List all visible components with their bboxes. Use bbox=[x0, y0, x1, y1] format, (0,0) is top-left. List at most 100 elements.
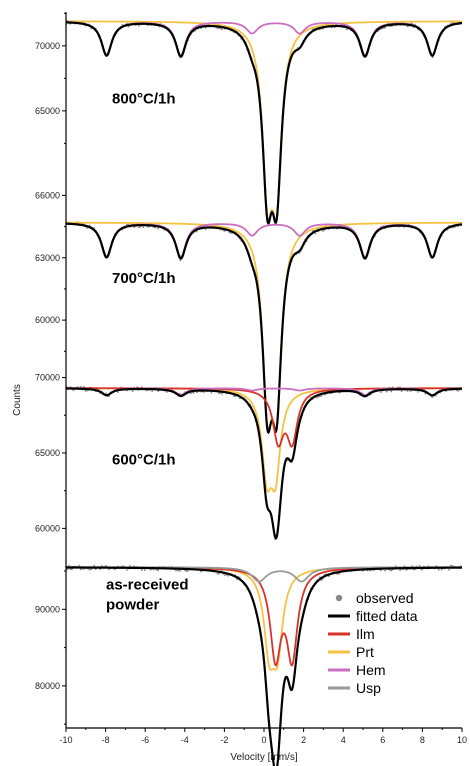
observed-point bbox=[131, 390, 134, 393]
y-tick-label: 80000 bbox=[35, 681, 60, 691]
observed-point bbox=[179, 569, 182, 572]
observed-point bbox=[210, 391, 213, 394]
panel-label: 700°C/1h bbox=[112, 270, 176, 287]
observed-points bbox=[65, 19, 462, 224]
observed-point bbox=[105, 564, 107, 567]
observed-point bbox=[186, 570, 189, 572]
observed-point bbox=[125, 569, 128, 571]
observed-point bbox=[93, 564, 96, 567]
x-tick-label: 4 bbox=[341, 735, 346, 745]
legend-label: Usp bbox=[356, 680, 381, 696]
observed-point bbox=[78, 564, 81, 567]
legend-entry-usp: Usp bbox=[328, 680, 381, 696]
observed-point bbox=[314, 232, 317, 235]
panel-1: 800°C/1h bbox=[65, 19, 463, 226]
observed-point bbox=[345, 28, 348, 31]
x-tick-label: -2 bbox=[220, 735, 228, 745]
observed-point bbox=[142, 226, 145, 229]
observed-point bbox=[195, 230, 198, 233]
observed-point bbox=[320, 394, 323, 397]
observed-point bbox=[204, 228, 207, 231]
panel-4: as-received powder bbox=[65, 564, 462, 766]
observed-point bbox=[72, 389, 75, 392]
observed-point bbox=[228, 231, 231, 234]
observed-point bbox=[82, 385, 85, 388]
observed-point bbox=[221, 392, 223, 395]
observed-point bbox=[451, 22, 453, 24]
observed-point bbox=[322, 230, 324, 232]
panel-label: 600°C/1h bbox=[112, 451, 176, 468]
observed-point bbox=[195, 391, 198, 394]
observed-point bbox=[232, 395, 235, 398]
observed-point bbox=[177, 569, 180, 572]
observed-point bbox=[105, 392, 107, 395]
observed-point bbox=[219, 27, 222, 30]
legend-entry-fitted-data: fitted data bbox=[328, 608, 418, 624]
observed-point bbox=[200, 570, 203, 573]
series-ilm-line bbox=[66, 387, 462, 448]
observed-point bbox=[100, 564, 103, 567]
legend-label: fitted data bbox=[356, 608, 418, 624]
observed-point bbox=[157, 390, 159, 393]
observed-point bbox=[189, 392, 192, 395]
observed-point bbox=[399, 569, 402, 572]
observed-point bbox=[127, 25, 130, 28]
y-tick-label: 65000 bbox=[35, 448, 60, 458]
spectra-panels: 800°C/1h 700°C/1h 600°C/1h as-received powde… bbox=[65, 19, 463, 766]
observed-point bbox=[185, 570, 188, 573]
observed-point bbox=[68, 564, 70, 567]
observed-point bbox=[379, 569, 382, 572]
series-prt-line bbox=[66, 20, 462, 223]
y-tick-label: 65000 bbox=[35, 106, 60, 116]
x-axis-title: Velocity [mm/s] bbox=[230, 752, 297, 763]
observed-points bbox=[65, 221, 462, 432]
observed-point bbox=[117, 391, 119, 394]
observed-point bbox=[99, 568, 102, 571]
x-tick-label: -4 bbox=[181, 735, 189, 745]
observed-point bbox=[157, 227, 159, 230]
observed-point bbox=[79, 568, 82, 571]
y-tick-label: 60000 bbox=[35, 523, 60, 533]
observed-point bbox=[85, 389, 88, 392]
observed-point bbox=[421, 569, 424, 571]
panel-label: 800°C/1h bbox=[112, 91, 176, 108]
observed-point bbox=[88, 568, 91, 571]
observed-point bbox=[137, 226, 140, 229]
observed-point bbox=[221, 28, 223, 31]
y-tick-label: 60000 bbox=[35, 315, 60, 325]
observed-point bbox=[79, 385, 82, 388]
observed-point bbox=[84, 390, 87, 392]
panel-3: 600°C/1h bbox=[65, 385, 463, 541]
observed-point bbox=[405, 568, 407, 571]
x-tick-label: 0 bbox=[261, 735, 266, 745]
y-tick-label: 90000 bbox=[35, 604, 60, 614]
observed-point bbox=[400, 390, 403, 393]
observed-point bbox=[176, 569, 179, 572]
observed-point bbox=[137, 24, 140, 27]
observed-point bbox=[235, 578, 238, 581]
y-tick-label: 63000 bbox=[35, 253, 60, 263]
observed-point bbox=[379, 391, 382, 394]
x-tick-label: 10 bbox=[457, 735, 467, 745]
x-tick-label: 2 bbox=[301, 735, 306, 745]
observed-point bbox=[85, 227, 88, 229]
legend-label: Ilm bbox=[356, 626, 375, 642]
y-axis-title: Counts bbox=[12, 384, 23, 416]
fitted-data-line bbox=[66, 387, 463, 540]
observed-point bbox=[406, 25, 409, 28]
legend-label: observed bbox=[356, 590, 414, 606]
observed-point bbox=[390, 390, 393, 393]
observed-point bbox=[226, 574, 229, 577]
observed-point bbox=[448, 568, 451, 571]
y-tick-label: 66000 bbox=[35, 190, 60, 200]
y-tick-label: 70000 bbox=[35, 41, 60, 51]
observed-point bbox=[143, 569, 146, 572]
panel-label: as-received bbox=[106, 576, 189, 593]
legend: observed fitted data Ilm Prt Hem Usp bbox=[328, 590, 418, 696]
observed-point bbox=[316, 396, 318, 399]
legend-label: Hem bbox=[356, 662, 386, 678]
x-tick-label: 6 bbox=[380, 735, 385, 745]
observed-point bbox=[154, 226, 157, 229]
observed-point bbox=[224, 574, 226, 576]
observed-point bbox=[229, 232, 232, 234]
